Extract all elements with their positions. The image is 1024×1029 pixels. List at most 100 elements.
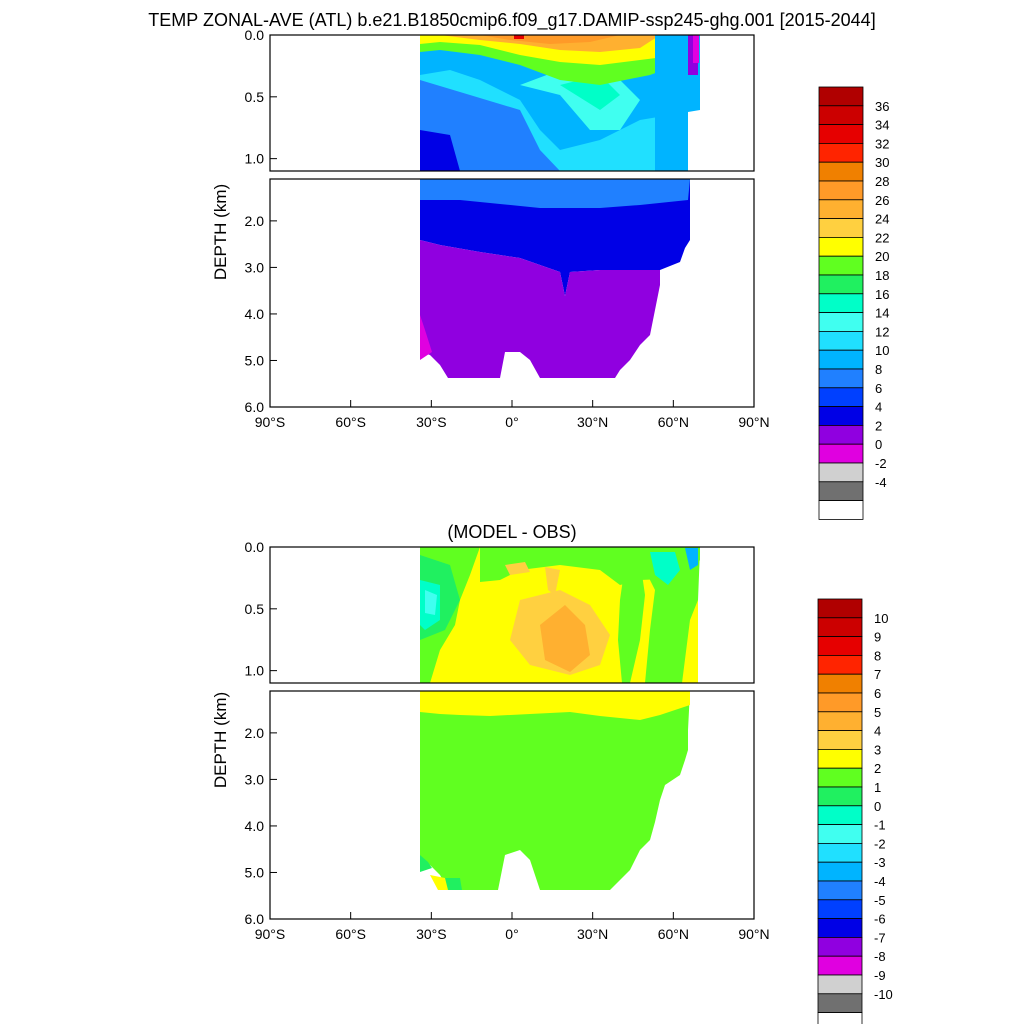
top-upper-east-10 (655, 35, 688, 171)
colorbar-label: 7 (874, 667, 881, 682)
top-lower-band-6 (420, 179, 690, 296)
top-xticks: 90°S 60°S 30°S 0° 30°N 60°N 90°N (255, 400, 770, 430)
xtick-label: 60°N (658, 414, 689, 430)
colorbar-swatch (818, 86, 864, 107)
colorbar-swatch (818, 330, 864, 351)
colorbar-swatch (817, 824, 863, 844)
colorbar-label: 20 (875, 249, 889, 264)
ytick-label: 6.0 (245, 911, 265, 927)
colorbar-label: 16 (875, 287, 889, 302)
colorbar-swatch (817, 805, 863, 825)
top-lower-band-4 (420, 240, 660, 378)
colorbar-swatch (817, 692, 863, 713)
top-yticks: 0.0 0.5 1.0 2.0 3.0 4.0 5.0 6.0 (245, 27, 277, 415)
colorbar-label: 30 (875, 155, 889, 170)
ytick-label: 2.0 (245, 725, 265, 741)
colorbar-label: -7 (874, 930, 886, 945)
colorbar-swatch (818, 293, 864, 313)
bottom-ylabel: DEPTH (km) (211, 692, 230, 788)
top-ylabel: DEPTH (km) (211, 184, 230, 280)
ytick-label: 5.0 (245, 352, 265, 368)
colorbar-swatch (818, 481, 864, 501)
colorbar-label: 0 (875, 437, 882, 452)
colorbar-label: 36 (875, 99, 889, 114)
colorbar-swatch (818, 349, 864, 370)
colorbar-swatch (817, 955, 863, 976)
bottom-upper-band-1d (635, 550, 700, 683)
colorbar-label: -3 (874, 855, 886, 870)
colorbar-label: 9 (874, 630, 881, 645)
colorbar-swatch (818, 368, 864, 389)
colorbar-swatch (817, 767, 863, 788)
xtick-label: 60°S (335, 926, 366, 942)
colorbar-label: -4 (874, 874, 886, 889)
colorbar-swatch (818, 255, 864, 276)
top-lower-band-8 (420, 179, 690, 208)
colorbar-label: 4 (874, 724, 881, 739)
bottom-lower-band-0 (420, 855, 432, 872)
colorbar-swatch (817, 974, 863, 995)
xtick-label: 30°S (416, 414, 447, 430)
colorbar-label: 12 (875, 324, 889, 339)
bottom-upper-band-3b (505, 562, 530, 575)
chart-title-top: TEMP ZONAL-AVE (ATL) b.e21.B1850cmip6.f0… (148, 10, 875, 31)
bottom-upper-field (420, 547, 700, 683)
bottom-upper-frame (269, 546, 755, 684)
xtick-label: 30°N (577, 926, 608, 942)
xtick-label: 30°N (577, 414, 608, 430)
bottom-lower-band-2 (420, 691, 690, 720)
colorbar-label: 10 (874, 611, 888, 626)
ytick-label: 0.5 (245, 601, 265, 617)
chart-title-bottom: (MODEL - OBS) (447, 522, 576, 542)
colorbar-swatch (817, 711, 863, 731)
bottom-lower-band-1 (420, 691, 690, 890)
top-upper-band-6 (420, 130, 460, 171)
colorbar-swatch (817, 730, 863, 750)
colorbar-swatch (818, 199, 864, 220)
colorbar-swatch (818, 142, 864, 163)
ytick-label: 5.0 (245, 864, 265, 880)
xtick-label: 0° (505, 414, 518, 430)
bottom-upper-band-m1b (650, 552, 680, 585)
colorbar-swatch (817, 655, 863, 675)
top-upper-east-2 (693, 35, 699, 63)
colorbar-swatch (818, 274, 864, 295)
colorbar-swatch (818, 500, 864, 520)
colorbar-label: 6 (875, 381, 882, 396)
colorbar-label: -2 (875, 456, 887, 471)
bottom-yticks: 0.0 0.5 1.0 2.0 3.0 4.0 5.0 6.0 (245, 539, 277, 927)
colorbar-swatch (817, 937, 863, 957)
colorbar-label: 2 (874, 761, 881, 776)
colorbar-swatch (818, 236, 864, 257)
xtick-label: 60°S (335, 414, 366, 430)
colorbar-label: -8 (874, 949, 886, 964)
colorbar-label: 1 (874, 780, 881, 795)
colorbar-label: 10 (875, 343, 889, 358)
ytick-label: 4.0 (245, 306, 265, 322)
colorbar-label: -5 (874, 893, 886, 908)
colorbar-label: -10 (874, 987, 893, 1002)
ytick-label: 0.0 (245, 27, 265, 43)
bottom-upper-band-m3 (685, 548, 698, 570)
colorbar-swatch (817, 786, 863, 807)
ytick-label: 0.5 (245, 89, 265, 105)
colorbar-swatch (818, 105, 864, 126)
colorbar-label: 5 (874, 705, 881, 720)
colorbar-swatch (817, 899, 863, 919)
colorbar-swatch (817, 993, 863, 1013)
colorbar-swatch (817, 880, 863, 901)
xtick-label: 90°S (255, 926, 286, 942)
colorbar-label: 0 (874, 799, 881, 814)
colorbar-swatch (818, 312, 864, 332)
colorbar-label: 6 (874, 686, 881, 701)
xtick-label: 60°N (658, 926, 689, 942)
colorbar-swatch (818, 424, 864, 445)
colorbar-swatch (817, 843, 863, 863)
colorbar-swatch (818, 443, 864, 464)
colorbar-label: 2 (875, 418, 882, 433)
bottom-upper-band-1c (618, 560, 645, 683)
colorbar-label: 8 (874, 648, 881, 663)
ytick-label: 0.0 (245, 539, 265, 555)
